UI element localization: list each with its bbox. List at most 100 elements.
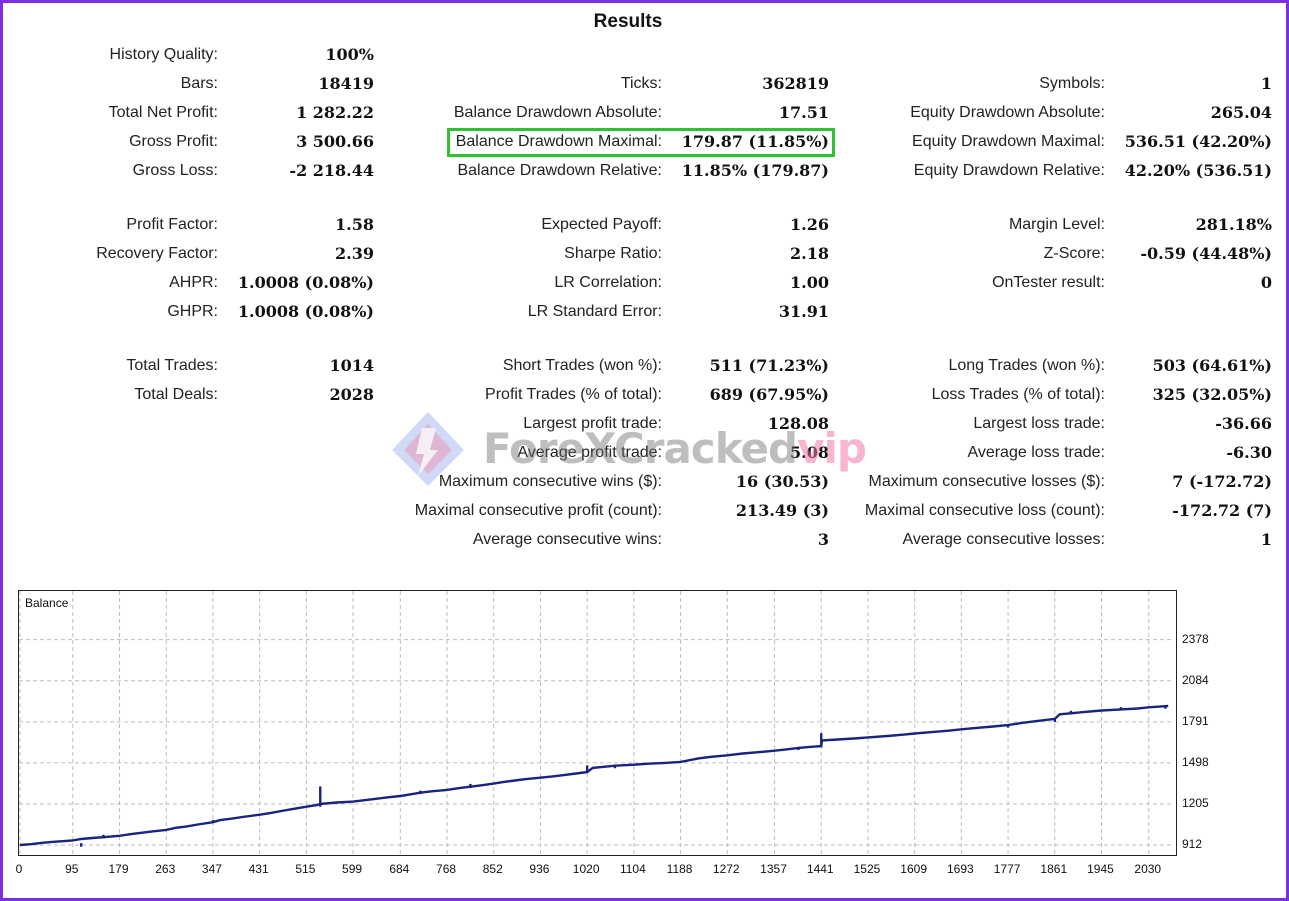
page-title: Results [0,11,1256,33]
stat-value: 5.08 [790,443,829,463]
stat-value: 281.18% [1196,215,1272,235]
stat-label: Average loss trade: [967,443,1105,463]
x-tick-label: 347 [202,862,222,876]
x-tick-label: 1104 [620,862,646,876]
stat-value: 3 500.66 [296,132,374,152]
stat-label: Maximum consecutive losses ($): [868,472,1105,492]
stat-value: -172.72 (7) [1172,501,1272,521]
stat-value: 1.00 [790,273,829,293]
stat-label: Loss Trades (% of total): [932,385,1105,405]
x-tick-label: 1272 [713,862,740,876]
stat-value: 1.0008 (0.08%) [238,302,374,322]
stat-value: 1014 [329,356,374,376]
stat-label: LR Standard Error: [528,302,662,322]
x-tick-label: 1777 [994,862,1021,876]
stat-label: AHPR: [169,273,218,293]
stat-label: Largest loss trade: [973,414,1105,434]
stat-label: Profit Trades (% of total): [485,385,662,405]
stat-label: OnTester result: [992,273,1105,293]
x-tick-label: 1441 [807,862,834,876]
x-tick-label: 1945 [1087,862,1114,876]
stat-label: Total Deals: [134,385,218,405]
balance-line [20,706,1168,845]
stat-value: 503 (64.61%) [1153,356,1272,376]
stat-label: Total Trades: [126,356,218,376]
stat-label: History Quality: [110,45,218,65]
stat-value: 265.04 [1211,103,1272,123]
stat-label: Profit Factor: [126,215,218,235]
stat-value: 1.0008 (0.08%) [238,273,374,293]
balance-chart-plot [19,591,1176,855]
x-tick-label: 431 [249,862,269,876]
stat-value: 1.26 [790,215,829,235]
stat-label: Z-Score: [1044,244,1105,264]
x-tick-label: 179 [109,862,129,876]
stat-value: 31.91 [779,302,829,322]
stat-value: 2.18 [790,244,829,264]
stat-value: -0.59 (44.48%) [1140,244,1272,264]
stat-label: Margin Level: [1009,215,1105,235]
x-tick-label: 1020 [573,862,600,876]
stat-label: Recovery Factor: [96,244,218,264]
x-tick-label: 852 [483,862,503,876]
stat-label: Largest profit trade: [523,414,662,434]
x-tick-label: 515 [295,862,315,876]
stat-value: -6.30 [1226,443,1272,463]
stat-label: Sharpe Ratio: [564,244,662,264]
stat-value: 536.51 (42.20%) [1125,132,1272,152]
stat-label: Average consecutive wins: [473,530,662,550]
y-tick-label: 1205 [1182,796,1209,810]
stat-label: GHPR: [167,302,218,322]
stat-label: Gross Loss: [133,161,218,181]
x-tick-label: 1188 [667,862,693,876]
stat-label: Equity Drawdown Absolute: [910,103,1105,123]
stat-value: 362819 [762,74,829,94]
stat-value: -36.66 [1215,414,1272,434]
stat-label: Maximal consecutive loss (count): [865,501,1105,521]
x-tick-label: 1861 [1040,862,1067,876]
stat-label: Balance Drawdown Relative: [457,161,662,181]
x-tick-label: 2030 [1134,862,1161,876]
stat-value: 3 [818,530,829,550]
stat-value: 100% [325,45,374,65]
x-tick-label: 768 [436,862,456,876]
stat-label: Bars: [181,74,218,94]
x-tick-label: 1357 [760,862,787,876]
stat-label: Maximum consecutive wins ($): [439,472,662,492]
stat-label: LR Correlation: [554,273,662,293]
stat-value: 17.51 [779,103,829,123]
stat-label: Long Trades (won %): [948,356,1105,376]
x-tick-label: 1609 [900,862,927,876]
highlight-box [447,128,835,157]
stat-label: Average consecutive losses: [903,530,1105,550]
stat-value: 213.49 (3) [736,501,829,521]
x-tick-label: 1525 [854,862,881,876]
stat-value: 18419 [318,74,374,94]
stat-value: 689 (67.95%) [710,385,829,405]
x-tick-label: 599 [342,862,362,876]
y-tick-label: 912 [1182,837,1202,851]
stat-value: 2.39 [335,244,374,264]
stat-value: 11.85% (179.87) [682,161,829,181]
stat-value: 16 (30.53) [736,472,829,492]
stat-value: 1.58 [335,215,374,235]
stat-label: Balance Drawdown Absolute: [454,103,662,123]
stat-value: 2028 [329,385,374,405]
stat-label: Symbols: [1039,74,1105,94]
stat-label: Maximal consecutive profit (count): [415,501,662,521]
y-tick-label: 2378 [1182,632,1209,646]
stat-value: -2 218.44 [289,161,374,181]
stat-value: 1 [1261,530,1272,550]
stat-label: Equity Drawdown Maximal: [912,132,1105,152]
y-tick-label: 2084 [1182,673,1209,687]
stat-value: 1 [1261,74,1272,94]
stat-value: 42.20% (536.51) [1125,161,1272,181]
stat-value: 511 (71.23%) [710,356,829,376]
x-tick-label: 936 [529,862,549,876]
stat-label: Equity Drawdown Relative: [914,161,1105,181]
stat-value: 325 (32.05%) [1153,385,1272,405]
y-tick-label: 1791 [1182,714,1209,728]
balance-chart: Balance [18,590,1177,856]
stat-label: Average profit trade: [517,443,662,463]
stat-label: Expected Payoff: [541,215,662,235]
